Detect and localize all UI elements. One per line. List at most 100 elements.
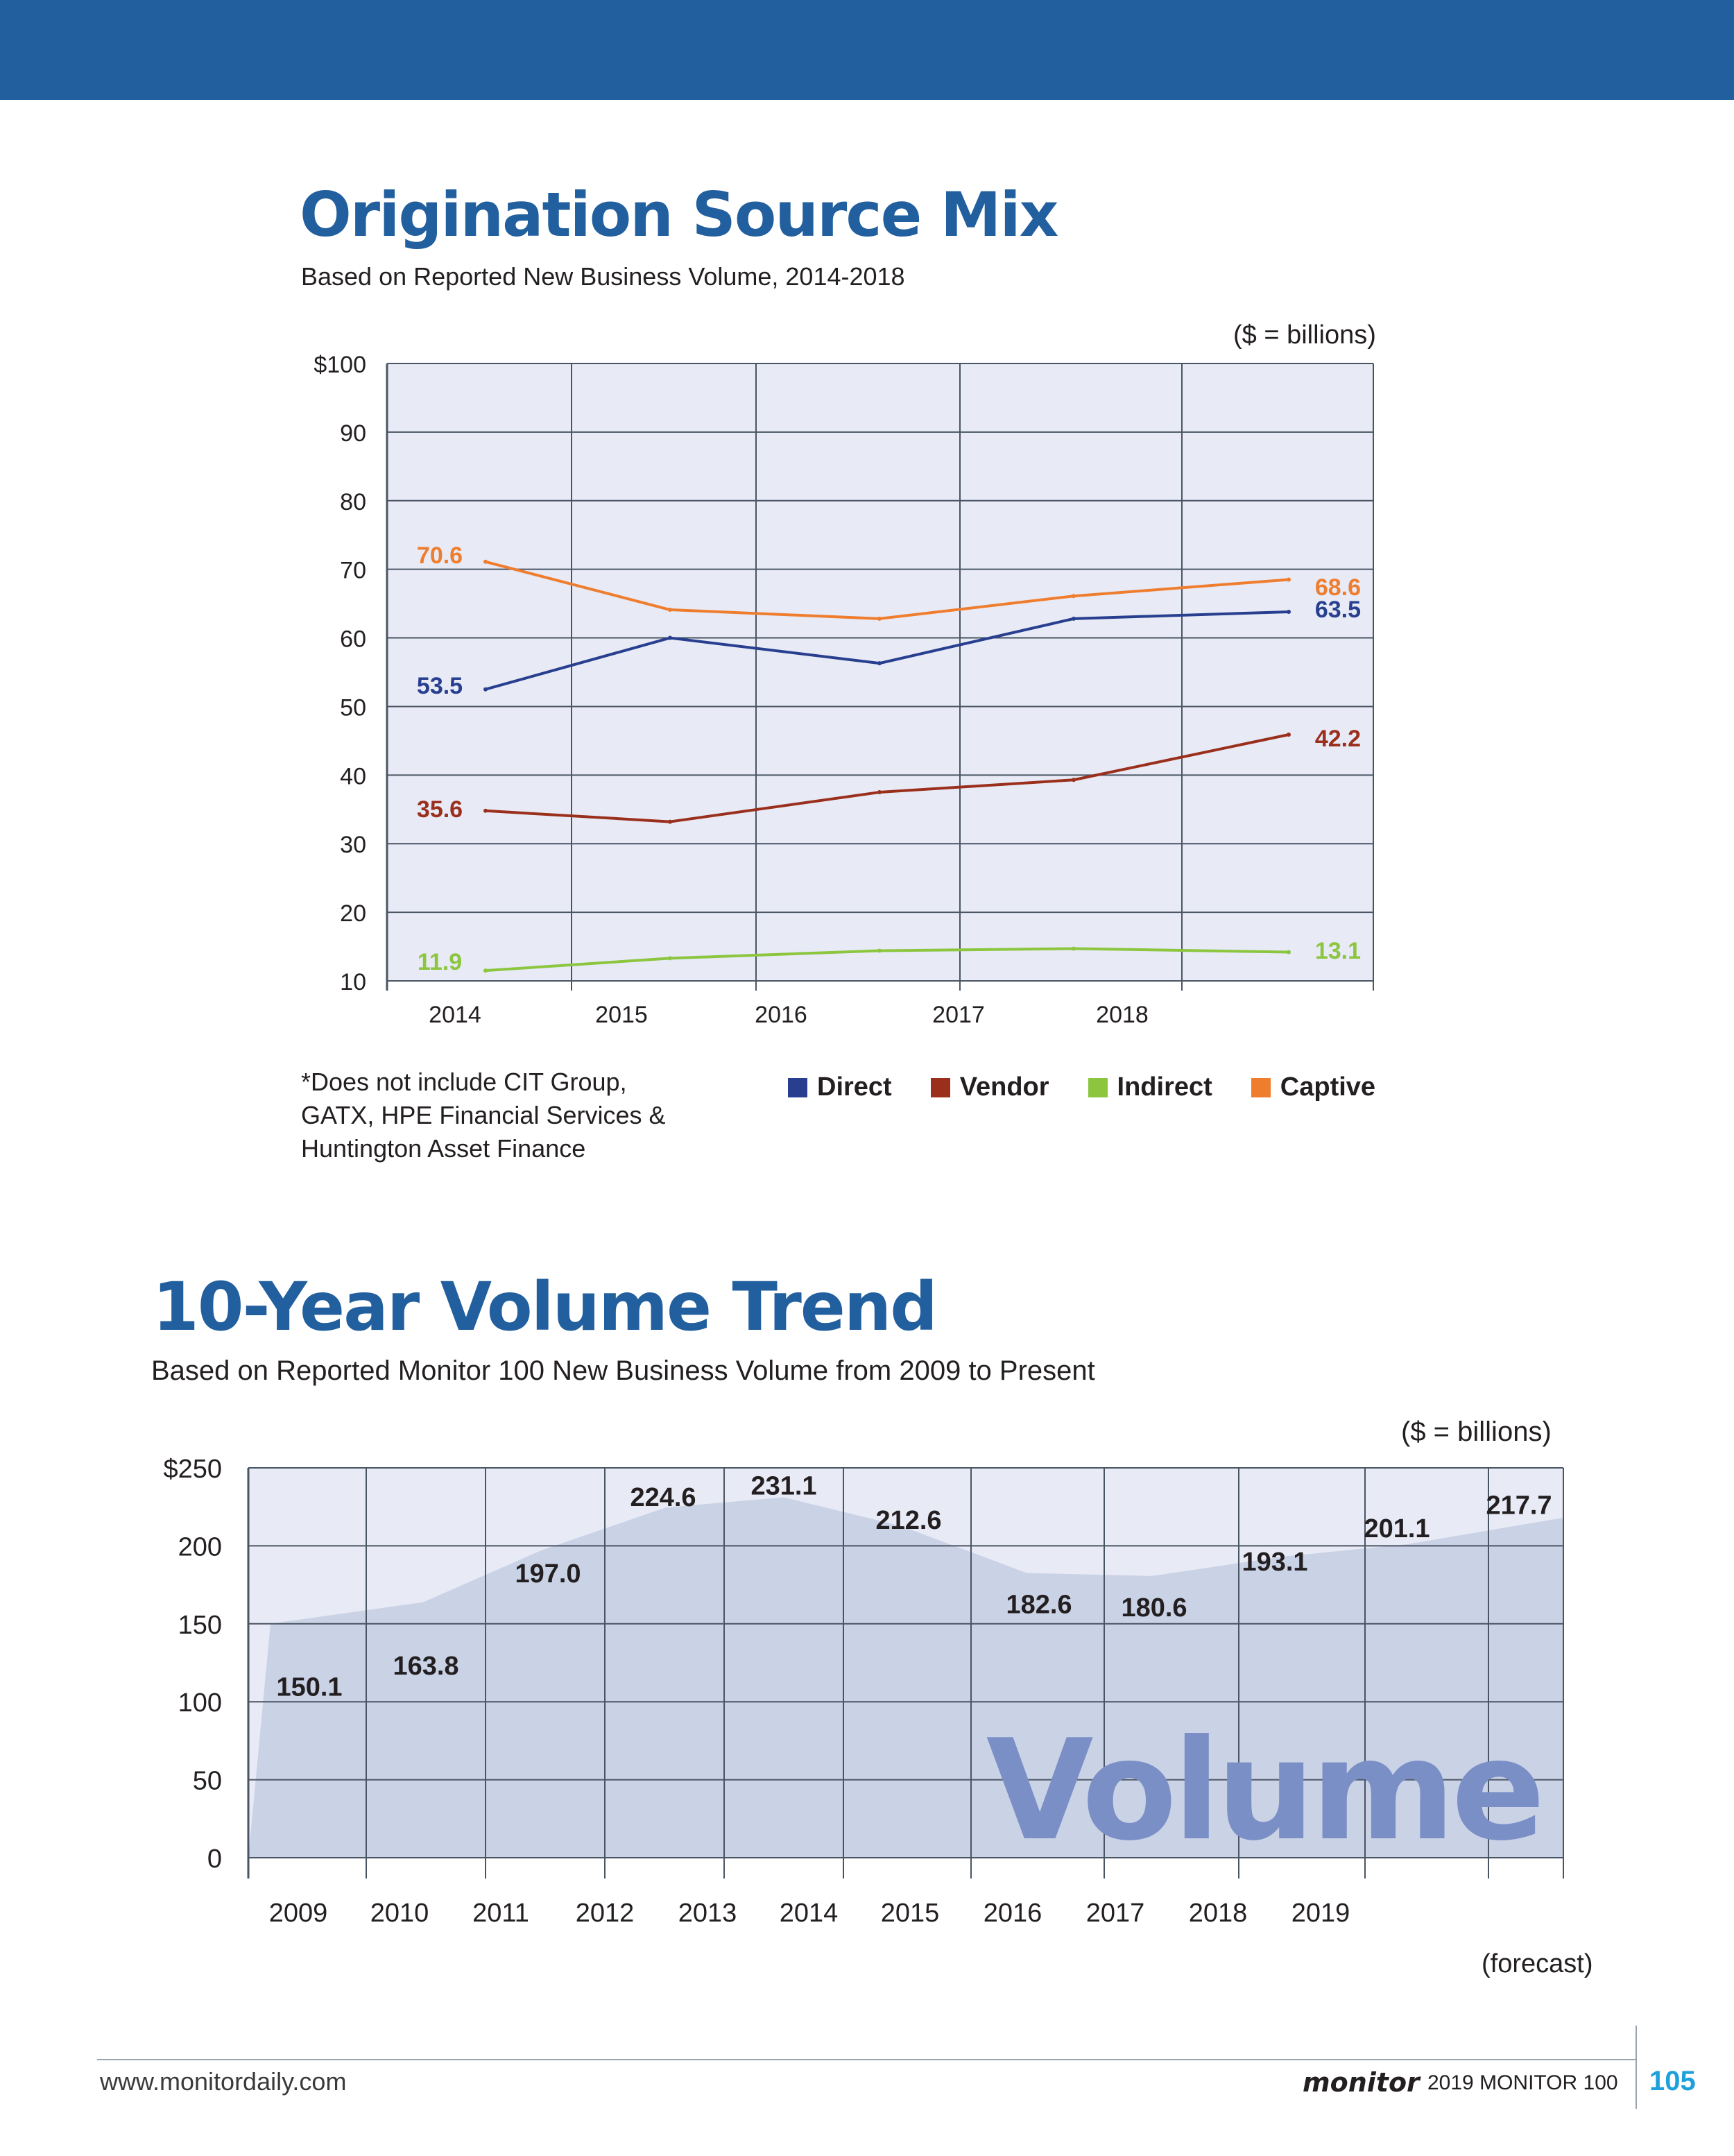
x-tick-label: 2014 xyxy=(780,1899,839,1928)
footer-divider xyxy=(1636,2026,1637,2109)
origination-source-mix-chart: 10 20 30 40 50 60 70 80 90 $100 2014 2015 2016 2017 20… xyxy=(314,352,1374,1028)
data-label: 163.8 xyxy=(393,1652,458,1681)
legend-swatch-captive xyxy=(1251,1077,1271,1097)
legend-swatch-indirect xyxy=(1088,1077,1108,1097)
x-tick-label: 2012 xyxy=(576,1899,635,1928)
data-point-direct xyxy=(483,687,488,692)
brand-logo: monitor xyxy=(1303,2067,1420,2098)
legend-label-captive: Captive xyxy=(1280,1072,1376,1102)
x-tick-label: 2017 xyxy=(932,1002,985,1028)
legend-item-direct: Direct xyxy=(788,1072,892,1102)
x-tick-label: 2009 xyxy=(269,1899,328,1928)
y-tick-label: 60 xyxy=(340,626,366,653)
y-tick-label: 200 xyxy=(178,1532,222,1562)
x-tick-label: 2019 xyxy=(1291,1899,1350,1928)
footnote-line-1: *Does not include CIT Group, xyxy=(301,1068,627,1096)
chart2-unit-note: ($ = billions) xyxy=(1401,1417,1552,1447)
data-label: 150.1 xyxy=(276,1673,342,1702)
legend-label-indirect: Indirect xyxy=(1117,1072,1212,1102)
y-tick-label: 50 xyxy=(193,1767,222,1796)
chart2-title: 10-Year Volume Trend xyxy=(153,1268,938,1346)
data-point-vendor xyxy=(877,790,882,795)
y-tick-label: 80 xyxy=(340,489,366,515)
x-tick-label: 2014 xyxy=(429,1002,481,1028)
data-label-start: 11.9 xyxy=(418,949,462,975)
data-point-vendor xyxy=(483,808,488,813)
data-label: 193.1 xyxy=(1242,1548,1307,1577)
data-label: 182.6 xyxy=(1006,1591,1072,1620)
chart1-footnote: *Does not include CIT Group, GATX, HPE F… xyxy=(301,1066,666,1165)
page-number: 105 xyxy=(1649,2066,1696,2096)
x-tick-label: 2013 xyxy=(678,1899,737,1928)
y-tick-label: 100 xyxy=(178,1688,222,1718)
data-label-end: 63.5 xyxy=(1315,597,1361,623)
data-label: 217.7 xyxy=(1486,1491,1552,1521)
y-tick-label: 10 xyxy=(340,969,366,995)
data-point-indirect xyxy=(483,968,488,973)
data-point-indirect xyxy=(877,948,882,953)
publication-name: 2019 MONITOR 100 xyxy=(1427,2071,1618,2094)
x-tick-label: 2018 xyxy=(1096,1002,1149,1028)
data-point-vendor xyxy=(1072,778,1076,782)
data-point-direct xyxy=(877,661,882,666)
legend-swatch-direct xyxy=(788,1077,807,1097)
data-point-vendor xyxy=(1287,732,1291,737)
data-label-start: 53.5 xyxy=(417,673,463,699)
legend-label-vendor: Vendor xyxy=(959,1072,1049,1102)
data-label-end: 68.6 xyxy=(1315,574,1361,601)
data-point-captive xyxy=(668,608,672,613)
data-point-captive xyxy=(1287,577,1291,582)
y-tick-label: 70 xyxy=(340,558,366,584)
ten-year-volume-trend-chart: 0 50 100 150 200 $250 Volume 150.1 163.8 197.0 224… xyxy=(163,1455,1564,1928)
data-point-direct xyxy=(668,635,672,640)
data-point-captive xyxy=(483,559,488,564)
y-tick-label: 40 xyxy=(340,763,366,789)
data-label: 180.6 xyxy=(1121,1593,1187,1623)
data-point-vendor xyxy=(668,819,672,824)
data-label-end: 13.1 xyxy=(1315,938,1361,964)
legend-label-direct: Direct xyxy=(817,1072,892,1102)
data-point-direct xyxy=(1287,609,1291,614)
data-label: 197.0 xyxy=(515,1559,581,1589)
data-point-indirect xyxy=(1072,946,1076,951)
legend-item-vendor: Vendor xyxy=(930,1072,1049,1102)
top-banner xyxy=(0,0,1734,100)
data-point-captive xyxy=(1072,594,1076,599)
legend-swatch-vendor xyxy=(930,1077,950,1097)
y-tick-label: 0 xyxy=(207,1845,222,1874)
data-point-captive xyxy=(877,616,882,621)
y-tick-label: $100 xyxy=(314,352,366,378)
y-tick-label: 50 xyxy=(340,694,366,721)
x-tick-label: 2011 xyxy=(472,1899,529,1928)
data-label: 224.6 xyxy=(630,1483,696,1512)
legend-item-captive: Captive xyxy=(1251,1072,1375,1102)
x-tick-label: 2017 xyxy=(1086,1899,1145,1928)
chart1-title: Origination Source Mix xyxy=(300,179,1058,250)
x-tick-label: 2018 xyxy=(1189,1899,1248,1928)
data-label-start: 70.6 xyxy=(417,542,463,569)
chart1-legend: Direct Vendor Indirect Captive xyxy=(788,1072,1375,1102)
footnote-line-2: GATX, HPE Financial Services & xyxy=(301,1101,666,1129)
volume-watermark: Volume xyxy=(986,1710,1541,1872)
data-label: 231.1 xyxy=(750,1471,816,1500)
data-label: 212.6 xyxy=(875,1506,941,1535)
x-tick-label: 2016 xyxy=(755,1002,807,1028)
x-tick-label: 2016 xyxy=(984,1899,1042,1928)
data-label-end: 42.2 xyxy=(1315,726,1361,752)
x-tick-label: 2015 xyxy=(881,1899,940,1928)
y-tick-label: 20 xyxy=(340,900,366,927)
forecast-note: (forecast) xyxy=(1482,1949,1593,1978)
website-link[interactable]: www.monitordaily.com xyxy=(100,2067,347,2096)
data-label: 201.1 xyxy=(1364,1514,1430,1543)
data-point-indirect xyxy=(1287,950,1291,955)
x-tick-label: 2015 xyxy=(595,1002,648,1028)
legend-item-indirect: Indirect xyxy=(1088,1072,1212,1102)
y-tick-label: 30 xyxy=(340,832,366,858)
footnote-line-3: Huntington Asset Finance xyxy=(301,1134,586,1163)
data-label-start: 35.6 xyxy=(417,796,463,823)
x-tick-label: 2010 xyxy=(370,1899,429,1928)
chart1-subtitle: Based on Reported New Business Volume, 2… xyxy=(301,262,905,291)
chart2-subtitle: Based on Reported Monitor 100 New Busine… xyxy=(151,1355,1095,1386)
volume-area xyxy=(248,1497,1563,1858)
y-tick-label: 150 xyxy=(178,1611,222,1640)
